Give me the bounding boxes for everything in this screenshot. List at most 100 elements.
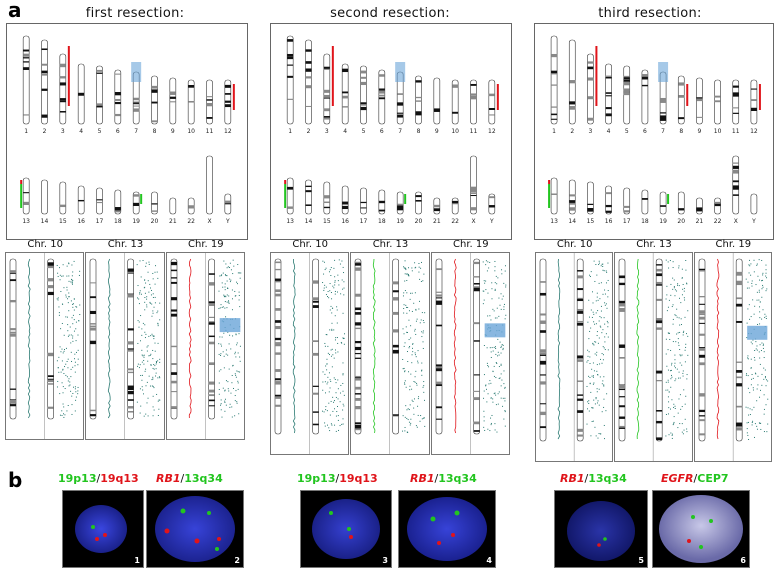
baf-point — [503, 383, 505, 385]
baf-point — [603, 376, 605, 378]
chr-panel-label: Chr. 19 — [453, 239, 489, 250]
baf-point — [589, 363, 591, 365]
baf-point — [751, 422, 753, 424]
baf-point — [600, 310, 602, 312]
baf-point — [227, 381, 229, 383]
baf-point — [66, 316, 68, 318]
baf-point — [222, 332, 224, 334]
chromosome-ideogram — [587, 53, 594, 125]
baf-point — [678, 265, 680, 267]
baf-point — [592, 362, 594, 364]
chromosome-label: 14 — [304, 218, 313, 225]
baf-point — [607, 336, 609, 338]
baf-point — [148, 291, 150, 293]
baf-point — [73, 309, 75, 311]
baf-point — [751, 280, 753, 282]
baf-point — [595, 435, 597, 437]
baf-point — [406, 417, 408, 419]
chromosome-label: X — [471, 218, 476, 225]
baf-point — [680, 302, 682, 304]
baf-point — [756, 299, 758, 301]
baf-point — [597, 299, 599, 301]
chromosome-label: 18 — [378, 218, 386, 225]
baf-point — [600, 282, 602, 284]
baf-point — [490, 397, 492, 399]
baf-point — [63, 287, 65, 289]
chromosome-label: 20 — [677, 218, 686, 225]
baf-point — [228, 334, 230, 336]
baf-point — [670, 432, 672, 434]
fish-number-6: 6 — [740, 556, 746, 565]
baf-point — [590, 309, 592, 311]
chromosome-ideogram — [286, 177, 294, 215]
baf-point — [683, 429, 685, 431]
chromosome-label: 3 — [588, 128, 593, 135]
baf-point — [59, 414, 61, 416]
baf-point — [607, 290, 609, 292]
chromosome-label: 22 — [187, 218, 195, 225]
baf-point — [753, 359, 755, 361]
baf-point — [502, 349, 504, 351]
chromosome-label: 9 — [170, 128, 175, 135]
baf-point — [486, 270, 488, 272]
baf-point — [416, 356, 418, 358]
baf-point — [422, 312, 424, 314]
baf-point — [423, 330, 425, 332]
baf-point — [757, 375, 759, 377]
baf-point — [78, 274, 80, 276]
chr-panel-label: Chr. 13 — [372, 239, 409, 250]
chromosome-ideogram — [550, 177, 558, 215]
cnv-mark — [20, 180, 23, 184]
baf-point — [765, 404, 767, 406]
baf-point — [496, 431, 498, 433]
baf-point — [159, 376, 161, 378]
chromosome-label: 21 — [695, 218, 704, 225]
baf-point — [673, 403, 675, 405]
baf-point — [334, 281, 336, 283]
baf-point — [411, 362, 413, 364]
baf-point — [326, 410, 328, 412]
baf-point — [765, 272, 767, 274]
baf-point — [234, 400, 236, 402]
baf-point — [672, 437, 674, 439]
baf-point — [65, 294, 67, 296]
baf-point — [497, 351, 499, 353]
baf-point — [414, 376, 416, 378]
baf-point — [152, 312, 154, 314]
baf-point — [748, 304, 750, 306]
chromosome-label: 14 — [40, 218, 49, 225]
baf-point — [140, 364, 142, 366]
baf-point — [343, 405, 345, 407]
baf-point — [749, 274, 751, 276]
cnv-mark — [548, 180, 551, 184]
baf-point — [235, 344, 237, 346]
baf-point — [152, 367, 154, 369]
baf-point — [590, 391, 592, 393]
baf-point — [745, 337, 747, 339]
baf-point — [498, 366, 500, 368]
baf-point — [679, 354, 681, 356]
baf-point — [404, 371, 406, 373]
chromosome-label: 10 — [187, 128, 195, 135]
chromosome-ideogram — [132, 191, 140, 215]
baf-point — [142, 354, 144, 356]
baf-point — [753, 406, 755, 408]
cnv-mark — [140, 194, 143, 204]
baf-point — [335, 415, 337, 417]
baf-point — [675, 367, 677, 369]
baf-point — [406, 386, 408, 388]
baf-point — [762, 347, 764, 349]
probe-rb1: RB1 — [156, 472, 181, 485]
chromosome-label: 8 — [679, 128, 684, 135]
baf-point — [760, 296, 762, 298]
baf-point — [144, 301, 146, 303]
baf-point — [329, 379, 331, 381]
baf-point — [666, 259, 668, 261]
baf-point — [685, 259, 687, 261]
baf-point — [592, 302, 594, 304]
baf-point — [761, 284, 763, 286]
baf-point — [488, 261, 490, 263]
baf-point — [671, 369, 673, 371]
baf-point — [225, 380, 227, 382]
baf-point — [138, 298, 140, 300]
